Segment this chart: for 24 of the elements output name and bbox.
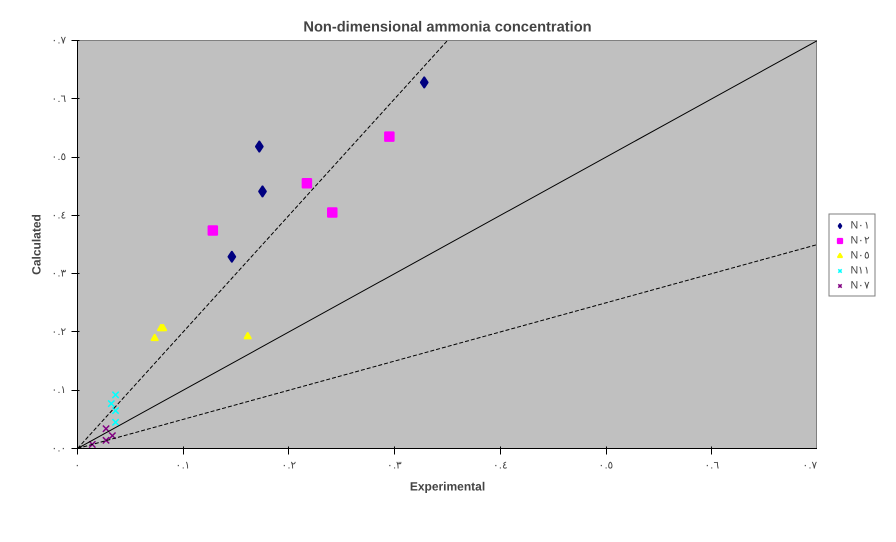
legend-label: N٠١ [850,218,870,232]
y-tick-label: ٠.٣ [52,268,67,280]
y-tick-label: ٠.٧ [52,34,67,46]
x-tick-label: ٠.٤ [492,460,508,472]
x-tick-label: ٠.٢ [281,460,296,472]
legend-label: N١١ [850,264,870,276]
legend-label: N٠٢ [850,234,870,246]
legend-label: N٠٧ [850,278,870,292]
x-tick-label: ٠.٦ [704,460,720,472]
y-tick-label: ٠.٥ [52,151,67,164]
y-tick-label: ٠.١ [52,384,67,396]
x-tick-label: ٠ [74,460,80,472]
y-tick-label: ٠.٦ [52,92,67,105]
x-tick-label: ٠.٣ [387,460,402,472]
y-axis-title: Calculated [30,214,44,275]
x-tick-label: ٠.٥ [598,460,614,472]
x-tick-label: ٠.٧ [802,460,818,472]
x-axis-title: Experimental [410,480,486,494]
x-tick-label: ٠.١ [176,460,191,472]
legend-label: N٠٥ [850,248,870,262]
y-tick-label: ٠.٤ [52,209,67,222]
y-tick-label: ٠.٠ [52,442,67,454]
chart-title: Non-dimensional ammonia concentration [303,20,592,36]
y-tick-label: ٠.٢ [52,326,67,338]
